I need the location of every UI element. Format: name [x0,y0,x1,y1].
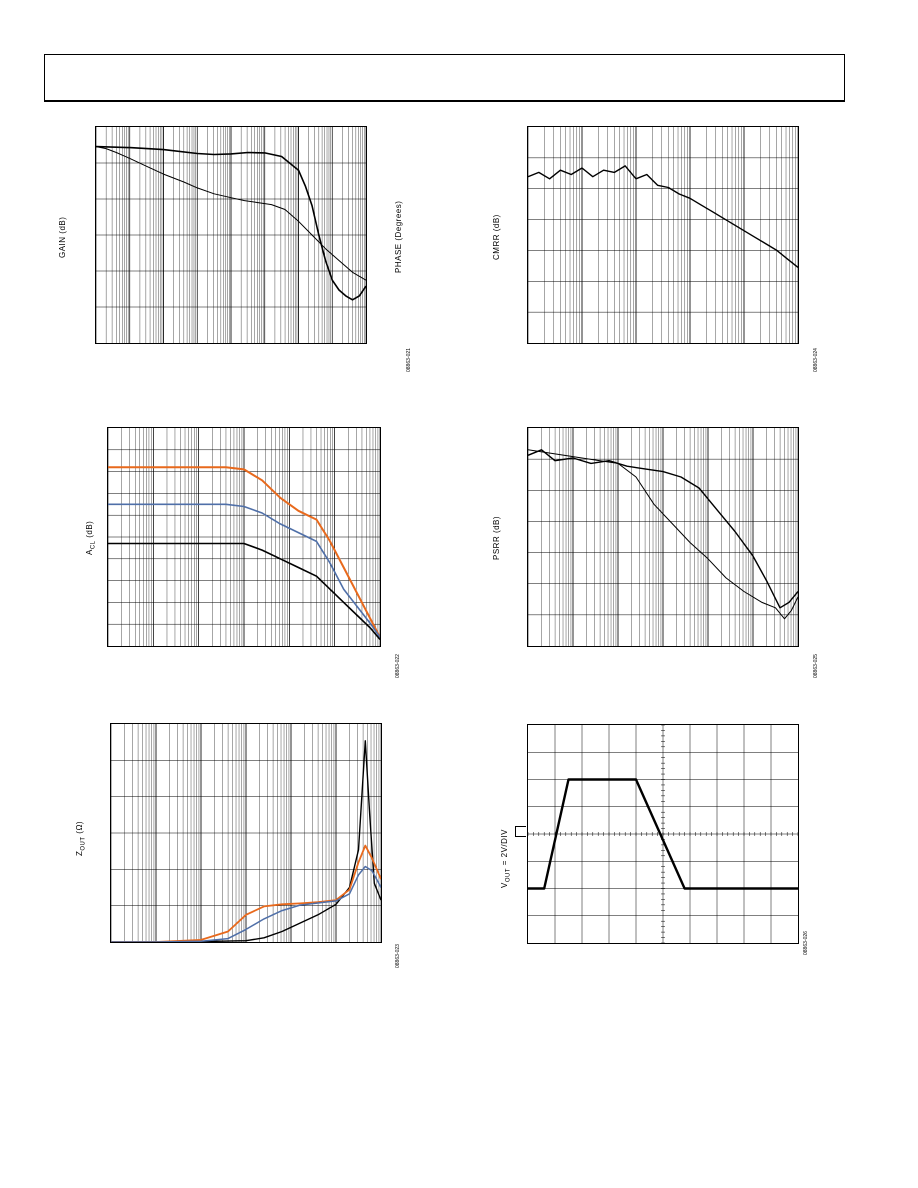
cmrr-chart [527,126,799,344]
large-signal-response-plot [528,725,798,943]
grid [111,724,381,942]
chart5-ylabel: ZOUT (Ω) [75,820,87,856]
grid [528,725,798,943]
psrr-plot [528,428,798,646]
psrr-chart [527,427,799,647]
chart3-ylabel: ACL (dB) [85,520,97,555]
chart5-code: 08863-023 [395,944,401,968]
page-header-box [44,54,845,102]
ground-marker-icon [515,826,526,837]
chart4-ylabel: PSRR (dB) [492,515,501,560]
chart1-ylabel: GAIN (dB) [58,216,67,258]
chart2-ylabel: CMRR (dB) [492,214,501,260]
gain-phase-chart [95,126,367,344]
gain-phase-plot [96,127,366,343]
chart3-code: 08863-022 [395,654,401,678]
grid [528,428,798,646]
series-line-2 [528,449,798,620]
grid [96,127,366,343]
grid [528,127,798,343]
large-signal-response-chart [527,724,799,944]
closed-loop-gain-plot [108,428,380,646]
series-line-3 [108,542,380,641]
series-line-1 [528,165,798,268]
series-line-1 [96,146,366,281]
chart4-code: 08863-025 [813,654,819,678]
series-line-2 [111,844,381,942]
series-line-1 [111,740,381,942]
chart2-code: 08863-024 [813,348,819,372]
closed-loop-gain-chart [107,427,381,647]
chart1-ylabel2: PHASE (Degrees) [394,200,403,273]
series-line-1 [108,466,380,638]
output-impedance-chart [110,723,382,943]
chart6-code: 08863-026 [803,931,809,955]
cmrr-plot [528,127,798,343]
output-impedance-plot [111,724,381,942]
grid [108,428,380,646]
series-line-2 [96,145,366,301]
series-line-3 [111,865,381,942]
series-line-1 [528,778,798,890]
chart6-ylabel: VOUT = 2V/DIV [500,829,512,888]
series-line-2 [108,503,380,638]
chart1-code: 08863-021 [406,348,412,372]
series-line-1 [528,449,798,609]
